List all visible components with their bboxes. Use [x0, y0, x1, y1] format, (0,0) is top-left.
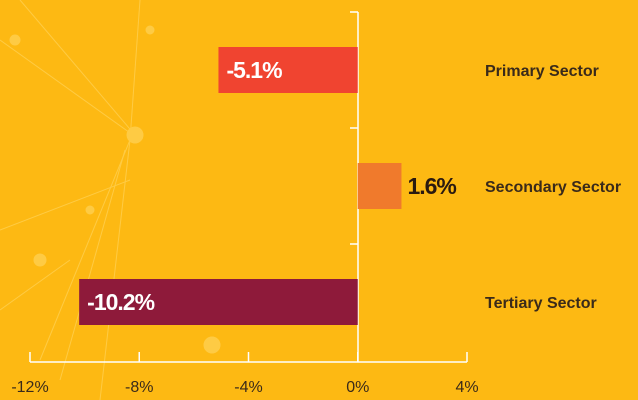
- category-label: Tertiary Sector: [485, 295, 597, 312]
- value-label: 1.6%: [407, 173, 456, 199]
- x-tick-label: -12%: [11, 379, 48, 396]
- chart: -12% -8% -4% 0% 4% -5.1% Primary Sector 1.6% Sec…: [0, 0, 638, 400]
- x-tick-label: 4%: [455, 379, 478, 396]
- x-tick-label: -4%: [234, 379, 262, 396]
- background-decoration: [0, 0, 220, 400]
- category-label: Secondary Sector: [485, 179, 621, 196]
- bar: [358, 163, 402, 209]
- x-tick-label: -8%: [125, 379, 153, 396]
- band-ticks: [350, 12, 358, 244]
- category-label: Primary Sector: [485, 63, 599, 80]
- value-label: -5.1%: [226, 57, 282, 83]
- x-tick-label: 0%: [346, 379, 369, 396]
- value-label: -10.2%: [87, 289, 154, 315]
